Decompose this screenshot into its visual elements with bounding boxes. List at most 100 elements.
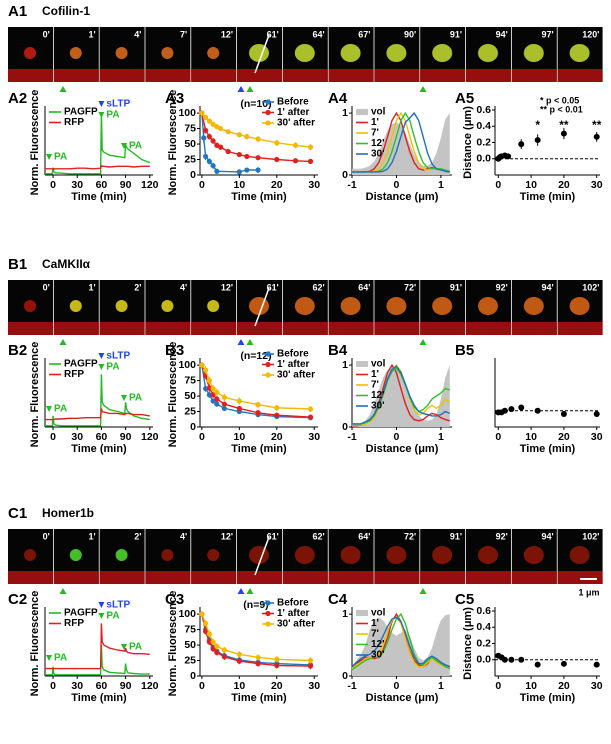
spine [294, 297, 315, 315]
spine [249, 44, 269, 62]
y-tick-label: 100 [178, 608, 196, 620]
frame-time: 4' [180, 282, 187, 292]
dendrite [282, 322, 328, 335]
frame-time: 2' [134, 531, 141, 541]
legend-swatch [356, 109, 368, 115]
x-axis-title: Time (min) [71, 443, 127, 455]
marker [214, 389, 220, 395]
spine [161, 47, 174, 59]
annotation: sLTP [106, 351, 130, 362]
line [351, 612, 451, 671]
x-tick-label: 10 [233, 431, 245, 443]
marker [307, 657, 314, 664]
legend-label: PAGFP [64, 359, 98, 370]
annotation: PA [129, 141, 142, 152]
spine [69, 47, 82, 59]
dendrite [374, 69, 420, 82]
dendrite [237, 571, 282, 584]
dendrite [511, 69, 557, 82]
x-tick-label: -1 [347, 680, 356, 692]
marker [534, 661, 541, 668]
marker [593, 133, 600, 140]
x-tick-label: 0 [50, 680, 56, 692]
frame-time: 0' [43, 531, 50, 541]
marker [203, 367, 209, 373]
dendrite [53, 69, 99, 82]
annotation-arrow [98, 112, 105, 118]
dendrite [99, 322, 145, 335]
annotation: PA [54, 152, 67, 163]
marker [218, 125, 224, 132]
arrowhead [59, 339, 67, 345]
spine [523, 546, 544, 564]
x-axis-title: Time (min) [520, 443, 576, 455]
x-tick-label: 0 [394, 431, 400, 443]
marker [199, 611, 205, 617]
x-axis-title: Time (min) [71, 191, 127, 203]
marker [508, 656, 515, 663]
spine [207, 47, 220, 59]
legend-marker [265, 120, 271, 126]
spine [569, 44, 590, 62]
frame-time: 94' [541, 282, 553, 292]
y-tick-label: 50 [184, 138, 196, 150]
x-axis-title: Time (min) [231, 191, 287, 203]
legend-label: vol [371, 608, 386, 619]
marker [214, 649, 220, 656]
x-axis-title: Distance (μm) [366, 692, 439, 704]
spine [386, 44, 407, 62]
marker [505, 153, 512, 160]
frame-time: 64' [312, 29, 324, 39]
marker [518, 141, 525, 148]
legend-marker [265, 372, 271, 378]
marker [292, 158, 299, 164]
marker [214, 643, 220, 649]
annotation: PA [54, 653, 67, 664]
marker [307, 144, 314, 150]
significance-star: ** [559, 118, 569, 132]
x-tick-label: 30 [308, 179, 320, 191]
spine [115, 549, 128, 561]
x-tick-label: 0 [394, 680, 400, 692]
x-axis-title: Time (min) [231, 692, 287, 704]
y-tick-label: 25 [184, 405, 196, 417]
y-tick-label: 0.0 [476, 654, 491, 666]
y-tick-label: 0.0 [476, 153, 491, 165]
marker [244, 153, 250, 160]
panel-label: B2 [8, 342, 27, 359]
marker [560, 411, 567, 417]
frame-time: 67' [358, 29, 370, 39]
y-tick-label: 0.4 [476, 621, 491, 633]
frame-time: 72' [404, 531, 416, 541]
x-tick-label: 30 [71, 431, 83, 443]
y-tick-label: 0.4 [476, 120, 491, 132]
x-tick-label: 30 [591, 680, 603, 692]
marker [210, 121, 216, 127]
x-axis-title: Time (min) [520, 191, 576, 203]
frame-time: 91' [450, 29, 462, 39]
marker [560, 660, 567, 667]
dendrite [466, 571, 511, 584]
x-tick-label: 30 [591, 179, 603, 191]
spine [478, 297, 498, 315]
x-tick-label: 90 [120, 680, 132, 692]
x-tick-label: -1 [347, 431, 356, 443]
legend-label: RFP [64, 369, 84, 380]
dendrite [511, 322, 557, 335]
y-tick-label: 25 [184, 153, 196, 165]
frame-time: 4' [134, 29, 141, 39]
marker [214, 401, 220, 407]
legend-label: 30' [371, 149, 385, 160]
panel-label: B1 [8, 256, 27, 273]
x-tick-label: -1 [347, 179, 356, 191]
arrowhead [59, 86, 67, 92]
marker [199, 110, 205, 116]
x-tick-label: 0 [199, 179, 205, 191]
marker [255, 410, 261, 416]
marker [255, 402, 261, 408]
legend-label: 1' after [277, 359, 310, 370]
line [351, 616, 451, 668]
legend-label: 12' [371, 390, 385, 401]
y-axis-title: Norm. Fluorescence [167, 591, 179, 697]
